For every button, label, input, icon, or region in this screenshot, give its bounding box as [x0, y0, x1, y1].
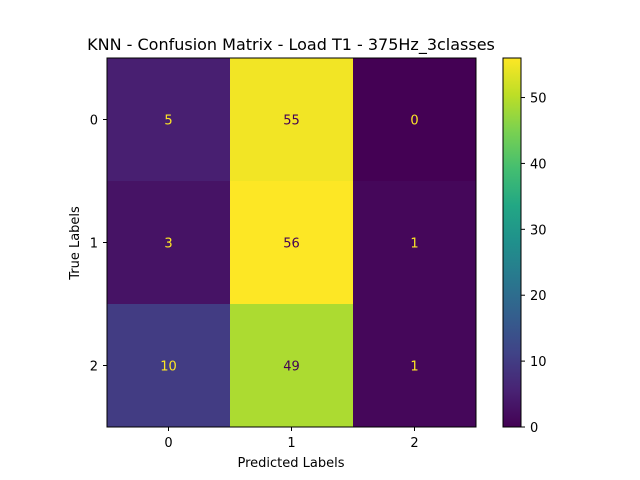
- cell-value-label: 1: [410, 360, 418, 375]
- heatmap-cell: [230, 58, 354, 182]
- colorbar-tick-label: 0: [530, 421, 538, 436]
- heatmap-cell: [353, 304, 477, 428]
- heatmap-cell: [353, 181, 477, 305]
- cell-value-label: 3: [164, 237, 172, 252]
- y-tick-label: 0: [90, 114, 98, 129]
- cell-value-label: 5: [164, 114, 172, 129]
- colorbar-tick-label: 20: [530, 289, 547, 304]
- y-axis-label: True Labels: [68, 206, 83, 281]
- colorbar-tick-label: 30: [530, 223, 547, 238]
- x-tick-label: 0: [164, 436, 172, 451]
- colorbar: [503, 58, 521, 427]
- cell-value-label: 10: [160, 360, 177, 375]
- colorbar-tick-label: 40: [530, 157, 547, 172]
- cell-value-label: 56: [283, 237, 300, 252]
- cell-value-label: 49: [283, 360, 300, 375]
- colorbar-ticks: 0 10 20 30 40 50: [521, 92, 547, 436]
- heatmap-cell: [107, 58, 231, 182]
- heatmap-cell-labels: 5 55 03 56 110 49 1: [160, 114, 418, 375]
- y-axis-ticks: 0 1 2: [90, 114, 107, 375]
- cell-value-label: 1: [410, 237, 418, 252]
- colorbar-tick-label: 10: [530, 355, 547, 370]
- heatmap-cell: [230, 304, 354, 428]
- colorbar-frame: [502, 57, 522, 428]
- chart-title: KNN - Confusion Matrix - Load T1 - 375Hz…: [87, 35, 495, 55]
- x-tick-label: 2: [410, 436, 418, 451]
- heatmap-cell: [353, 58, 477, 182]
- x-axis-ticks: 0 1 2: [164, 427, 419, 451]
- heatmap-cell: [107, 304, 231, 428]
- x-tick-label: 1: [287, 436, 295, 451]
- y-tick-label: 2: [90, 360, 98, 375]
- cell-value-label: 55: [283, 114, 300, 129]
- heatmap-cell: [107, 181, 231, 305]
- x-axis-label: Predicted Labels: [237, 456, 344, 471]
- heatmap-cell: [230, 181, 354, 305]
- heatmap-cells: [107, 58, 477, 428]
- colorbar-tick-label: 50: [530, 92, 547, 107]
- y-tick-label: 1: [90, 237, 98, 252]
- cell-value-label: 0: [410, 114, 418, 129]
